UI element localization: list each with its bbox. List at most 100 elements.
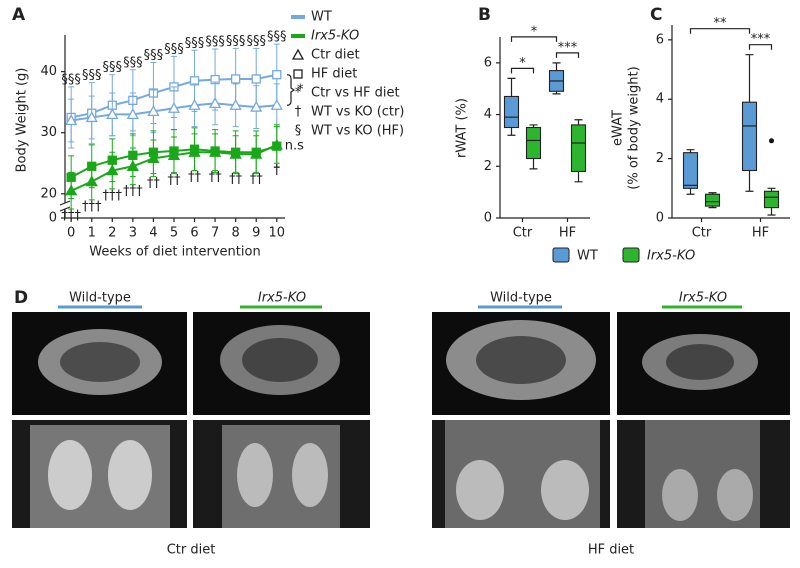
mri-detail xyxy=(717,469,753,521)
significance-mark: §§§ xyxy=(185,36,205,51)
y-tick-label: 0 xyxy=(484,211,492,226)
bracket xyxy=(748,44,773,50)
y-axis-label: (% of body weight) xyxy=(627,66,642,189)
brace xyxy=(286,74,296,106)
mri-images xyxy=(12,312,790,528)
mri-detail xyxy=(662,469,698,521)
group-caption: Ctr diet xyxy=(167,543,216,558)
x-tick-label: 10 xyxy=(269,226,286,241)
marker xyxy=(188,98,201,110)
significance-mark: †† xyxy=(147,176,161,191)
box xyxy=(503,95,520,129)
marker xyxy=(85,175,98,187)
mri-detail xyxy=(60,342,140,382)
legend-swatch xyxy=(622,247,640,263)
ns-label: n.s xyxy=(285,139,304,154)
x-tick-label: HF xyxy=(752,226,769,241)
mri-detail xyxy=(476,336,566,384)
y-tick-label: 6 xyxy=(484,55,492,70)
marker xyxy=(126,108,139,120)
panel-label: D xyxy=(14,288,28,308)
y-axis-label: eWAT xyxy=(611,110,626,146)
marker xyxy=(167,148,181,160)
legend-swatch xyxy=(291,48,305,60)
mri-detail xyxy=(242,338,318,382)
significance-mark: §§§ xyxy=(226,34,246,49)
marker xyxy=(126,159,139,171)
marker xyxy=(231,74,241,84)
box xyxy=(741,101,758,172)
marker xyxy=(106,108,119,120)
marker xyxy=(229,98,242,110)
significance-mark: §§§ xyxy=(82,68,102,83)
marker xyxy=(85,111,98,123)
y-axis-label: Body Weight (g) xyxy=(15,68,30,173)
legend-label: Ctr vs HF diet xyxy=(311,86,400,101)
marker xyxy=(270,98,283,110)
significance-mark: † xyxy=(274,163,281,178)
x-tick-label: 3 xyxy=(129,226,137,241)
y-tick-label: 2 xyxy=(656,151,664,166)
mri-detail xyxy=(666,344,734,380)
significance-mark: †† xyxy=(209,170,223,185)
column-label: Wild-type xyxy=(69,291,131,306)
x-axis-label: Weeks of diet intervention xyxy=(89,245,260,260)
mri-detail xyxy=(292,443,328,507)
significance-mark: §§§ xyxy=(61,72,81,87)
mri-detail xyxy=(237,443,273,507)
y-tick-label: 40 xyxy=(40,64,57,79)
significance-mark: ††† xyxy=(82,199,102,214)
x-tick-label: 2 xyxy=(108,226,116,241)
marker xyxy=(188,145,201,157)
box xyxy=(570,124,587,173)
y-tick-label: 30 xyxy=(40,125,57,140)
marker xyxy=(229,147,242,159)
significance-mark: §§§ xyxy=(144,48,164,63)
box xyxy=(682,152,699,189)
bracket-label: ** xyxy=(714,16,728,31)
legend-label: Ctr diet xyxy=(311,48,360,63)
x-tick-label: 0 xyxy=(67,226,75,241)
bracket xyxy=(555,52,580,58)
y-tick-label: 2 xyxy=(484,159,492,174)
x-tick-label: 5 xyxy=(170,226,178,241)
marker xyxy=(270,138,283,150)
marker xyxy=(250,147,263,159)
y-tick-label: 0 xyxy=(656,211,664,226)
significance-mark: †† xyxy=(188,170,202,185)
significance-mark: §§§ xyxy=(164,42,184,57)
significance-mark: ††† xyxy=(123,184,143,199)
y-axis xyxy=(64,35,285,219)
legend-symbol: * xyxy=(295,86,302,101)
box xyxy=(525,126,542,160)
y-tick-label: 4 xyxy=(484,107,492,122)
marker xyxy=(208,145,222,157)
x-tick-label: 7 xyxy=(211,226,219,241)
significance-mark: §§§ xyxy=(123,55,143,70)
legend-swatch xyxy=(552,247,570,263)
marker xyxy=(65,114,78,126)
legend-label: WT xyxy=(577,249,598,264)
marker xyxy=(147,152,160,164)
legend-label: WT vs KO (HF) xyxy=(311,124,404,139)
x-tick-label: 9 xyxy=(252,226,260,241)
legend-swatch xyxy=(293,69,303,79)
y-axis-label: rWAT (%) xyxy=(455,98,470,158)
panel-label: A xyxy=(12,5,26,25)
significance-mark: ††† xyxy=(103,188,123,203)
significance-mark: §§§ xyxy=(103,60,123,75)
marker xyxy=(208,97,222,109)
panel-label: B xyxy=(478,5,491,25)
x-tick-label: 1 xyxy=(88,226,96,241)
marker xyxy=(250,100,263,112)
legend-label: WT xyxy=(311,10,332,25)
box xyxy=(704,193,721,207)
column-label: Wild-type xyxy=(490,291,552,306)
significance-mark: ††† xyxy=(61,209,81,224)
mri-detail xyxy=(108,440,152,510)
mri-detail xyxy=(541,460,589,520)
y-tick-label: 0 xyxy=(49,211,57,226)
panel-label: C xyxy=(650,5,662,25)
bracket-label: * xyxy=(531,24,538,39)
